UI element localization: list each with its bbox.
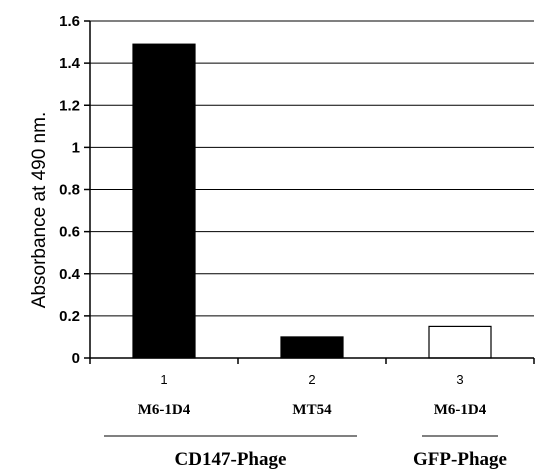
y-tick-label: 0.6 bbox=[59, 224, 80, 241]
bar bbox=[280, 336, 344, 359]
group-label: GFP-Phage bbox=[413, 449, 507, 470]
sample-label: M6-1D4 bbox=[138, 402, 191, 418]
axes bbox=[84, 20, 535, 437]
x-tick-label: 3 bbox=[456, 372, 463, 387]
group-label: CD147-Phage bbox=[175, 449, 287, 470]
y-tick-label: 1.6 bbox=[59, 13, 80, 30]
y-tick-label: 1.2 bbox=[59, 97, 80, 114]
bar bbox=[132, 43, 196, 359]
y-tick-label: 0.4 bbox=[59, 266, 81, 283]
labels: 0 0.2 0.4 0.6 0.8 1 1.2 1.4 1.6 1 M6-1D4 2 MT54 3 M6-1… bbox=[59, 13, 507, 470]
y-tick-label: 0 bbox=[72, 350, 80, 367]
y-tick-label: 0.8 bbox=[59, 182, 80, 199]
bars bbox=[132, 43, 492, 359]
sample-label: MT54 bbox=[292, 402, 332, 418]
bar bbox=[428, 325, 492, 359]
sample-label: M6-1D4 bbox=[434, 402, 487, 418]
x-tick-label: 1 bbox=[160, 372, 167, 387]
y-axis-title: Absorbance at 490 nm. bbox=[29, 112, 50, 308]
x-tick-label: 2 bbox=[308, 372, 315, 387]
y-tick-label: 0.2 bbox=[59, 308, 80, 325]
y-tick-label: 1 bbox=[72, 139, 80, 156]
y-tick-label: 1.4 bbox=[59, 55, 81, 72]
